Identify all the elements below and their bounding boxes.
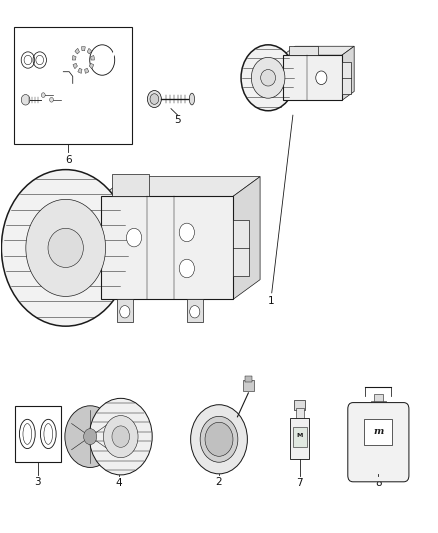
Wedge shape [89,63,94,69]
Bar [112,174,148,196]
Bar [290,418,309,459]
Polygon shape [187,300,203,322]
Circle shape [127,228,141,247]
Circle shape [21,94,30,105]
Bar [371,401,386,411]
Circle shape [179,223,194,241]
Wedge shape [87,49,92,54]
Circle shape [241,45,295,111]
Wedge shape [78,68,82,73]
Text: 8: 8 [375,478,381,488]
Ellipse shape [189,93,194,105]
Bar [293,427,307,447]
Circle shape [148,91,161,108]
Bar [289,46,318,55]
Wedge shape [81,46,85,51]
Bar [294,400,305,410]
Circle shape [251,58,285,98]
Circle shape [1,169,130,326]
Polygon shape [101,176,260,196]
Wedge shape [85,68,89,73]
Circle shape [190,305,200,318]
Text: 3: 3 [35,477,41,487]
Polygon shape [283,46,354,55]
Text: M: M [297,432,303,438]
Polygon shape [117,300,133,322]
Circle shape [84,429,97,445]
Bar [342,62,351,94]
Circle shape [89,398,152,475]
Text: 4: 4 [115,478,122,488]
Circle shape [41,93,45,98]
Wedge shape [73,63,78,69]
Circle shape [26,199,106,296]
Circle shape [103,416,138,458]
Polygon shape [342,46,354,100]
Bar [101,196,233,300]
Circle shape [120,305,130,318]
Text: 1: 1 [268,296,275,306]
Circle shape [65,406,116,467]
FancyBboxPatch shape [348,402,409,482]
Circle shape [49,98,53,102]
Circle shape [150,94,159,104]
Circle shape [205,422,233,456]
Bar [374,393,383,403]
Bar [15,406,61,462]
Text: 6: 6 [65,155,72,165]
Circle shape [112,426,130,447]
Text: 7: 7 [297,478,303,488]
Wedge shape [91,55,95,60]
Ellipse shape [48,228,83,268]
Wedge shape [72,55,76,60]
Bar [364,419,392,445]
Circle shape [316,71,327,85]
Bar [245,376,252,382]
Bar [14,27,132,144]
Text: 5: 5 [174,115,181,125]
Text: m: m [373,427,384,436]
Bar [296,408,304,419]
Text: 2: 2 [215,477,223,487]
Wedge shape [75,49,80,54]
Bar [233,220,249,276]
Bar [283,55,342,100]
Polygon shape [233,176,260,300]
Circle shape [200,416,238,462]
Circle shape [179,259,194,278]
Bar [243,379,254,391]
Ellipse shape [261,69,276,86]
Circle shape [191,405,247,474]
